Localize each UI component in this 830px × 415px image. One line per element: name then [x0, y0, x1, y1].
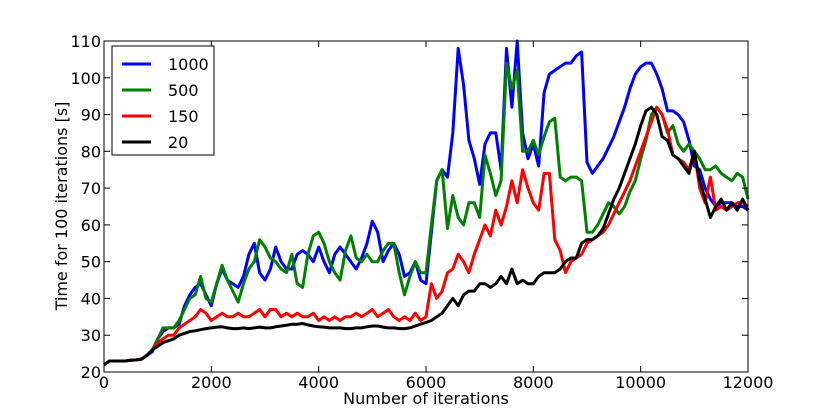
y-tick-label: 40	[81, 289, 101, 308]
x-axis-label: Number of iterations	[343, 389, 509, 408]
legend-label-1000: 1000	[168, 55, 209, 74]
ticks-layer	[103, 40, 749, 373]
legend-label-20: 20	[168, 133, 188, 152]
y-tick-label: 70	[81, 179, 101, 198]
series-line-20	[103, 105, 750, 366]
y-tick-label: 90	[81, 106, 101, 125]
legend-label-500: 500	[168, 81, 199, 100]
y-tick-label: 20	[81, 363, 101, 382]
y-tick-label: 110	[70, 32, 101, 51]
y-tick-label: 60	[81, 216, 101, 235]
y-tick-label: 80	[81, 142, 101, 161]
series-layer	[103, 39, 750, 366]
x-tick-label: 6000	[406, 373, 447, 392]
y-tick-label: 100	[70, 69, 101, 88]
y-axis-label: Time for 100 iterations [s]	[52, 102, 71, 312]
series-line-150	[103, 105, 749, 366]
legend: 1000 500 150 20	[111, 45, 215, 156]
x-tick-label: 10000	[615, 373, 666, 392]
legend-entries: 1000 500 150 20	[122, 55, 209, 152]
y-tick-label: 50	[81, 253, 101, 272]
series-line-500	[103, 61, 750, 366]
x-tick-label: 4000	[298, 373, 339, 392]
x-tick-label: 2000	[191, 373, 232, 392]
x-tick-label: 12000	[723, 373, 774, 392]
tick-labels-layer: 0 2000 4000 6000 8000 10000 12000 20 30 40 50 60 70 8…	[70, 32, 773, 392]
legend-label-150: 150	[168, 107, 199, 126]
y-tick-label: 30	[81, 326, 101, 345]
series-line-1000	[103, 39, 749, 366]
x-tick-label: 8000	[513, 373, 554, 392]
x-tick-label: 0	[99, 373, 109, 392]
